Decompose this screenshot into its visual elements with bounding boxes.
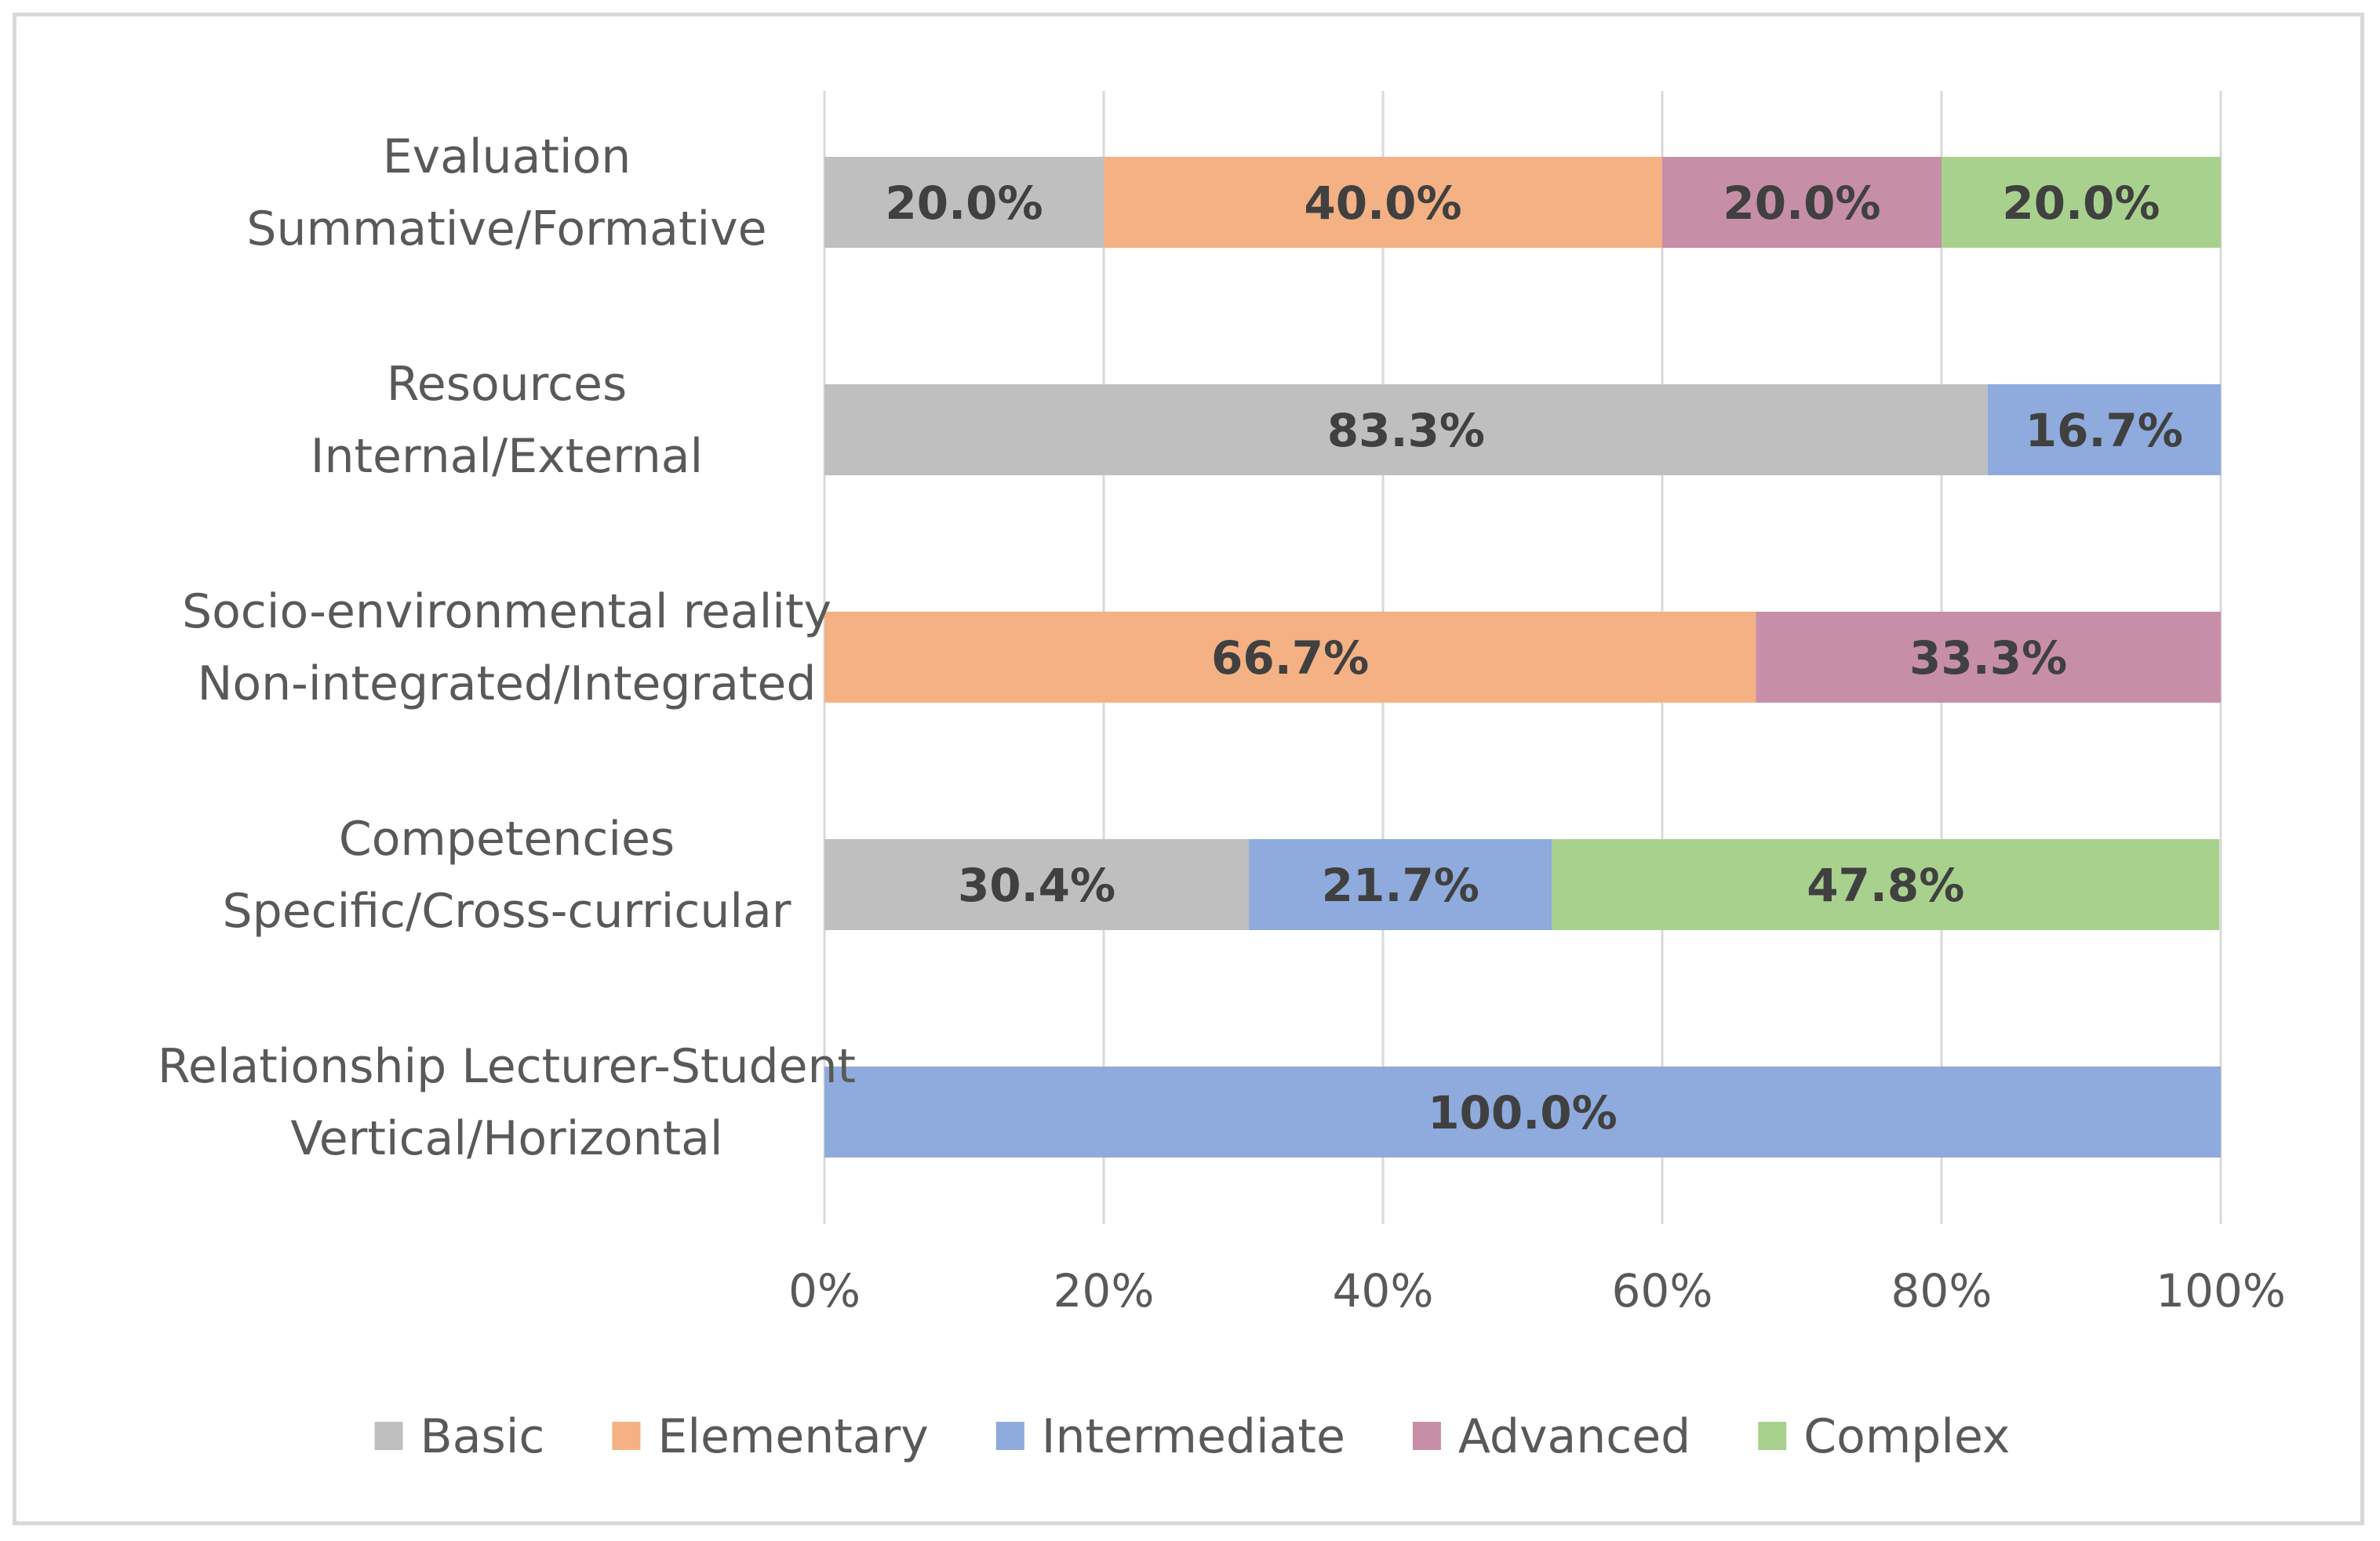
data-label: 20.0% xyxy=(1723,176,1880,230)
x-tick-label: 80% xyxy=(1891,1264,1992,1317)
legend-label: Basic xyxy=(420,1409,545,1464)
bar-segment-intermediate xyxy=(1987,384,2221,475)
legend-label: Intermediate xyxy=(1042,1409,1345,1464)
category-label: Non-integrated/Integrated xyxy=(198,656,817,711)
legend-swatch-elementary xyxy=(612,1422,641,1450)
x-tick-label: 60% xyxy=(1612,1264,1713,1317)
data-label: 20.0% xyxy=(2002,176,2160,230)
data-labels: 20.0% 40.0% 20.0% 20.0% 83.3% 16.7% 66.7% 33.3%… xyxy=(885,176,2183,1139)
legend-swatch-intermediate xyxy=(995,1422,1024,1450)
bar-segments xyxy=(824,157,2221,1158)
bar-segment-basic xyxy=(824,157,1104,248)
bar-segment-complex xyxy=(1552,839,2220,930)
data-label: 33.3% xyxy=(1909,631,2067,685)
bar-segment-basic xyxy=(824,839,1250,930)
data-label: 16.7% xyxy=(2025,404,2183,457)
data-label: 21.7% xyxy=(1322,859,1479,912)
x-tick-label: 40% xyxy=(1333,1264,1434,1317)
category-label: Vertical/Horizontal xyxy=(290,1111,722,1166)
data-label: 40.0% xyxy=(1304,176,1461,230)
bar-segment-intermediate xyxy=(824,1067,2221,1158)
data-label: 100.0% xyxy=(1428,1086,1618,1139)
category-label: Internal/External xyxy=(311,429,703,484)
x-tick-label: 20% xyxy=(1054,1264,1155,1317)
data-label: 20.0% xyxy=(885,176,1043,230)
category-label: Competencies xyxy=(339,812,675,867)
bar-segment-advanced xyxy=(1756,612,2221,703)
bar-segment-complex xyxy=(1941,157,2221,248)
bar-segment-elementary xyxy=(1104,157,1662,248)
legend-swatch-basic xyxy=(374,1422,403,1450)
legend-label: Complex xyxy=(1803,1409,2010,1464)
legend-swatch-complex xyxy=(1758,1422,1787,1450)
bar-segment-advanced xyxy=(1662,157,1941,248)
category-label: Relationship Lecturer-Student xyxy=(158,1039,856,1094)
category-label: Socio-environmental reality xyxy=(182,584,832,639)
legend-swatch-advanced xyxy=(1412,1422,1441,1450)
chart-frame: 20.0% 40.0% 20.0% 20.0% 83.3% 16.7% 66.7% 33.3%… xyxy=(13,13,2364,1525)
legend-label: Advanced xyxy=(1458,1409,1690,1464)
category-label: Resources xyxy=(387,357,627,412)
data-label: 83.3% xyxy=(1327,404,1485,457)
data-label: 30.4% xyxy=(958,859,1115,912)
category-labels: Evaluation Summative/Formative Resources In… xyxy=(158,129,856,1166)
category-label: Specific/Cross-curricular xyxy=(223,884,792,939)
x-tick-label: 100% xyxy=(2156,1264,2286,1317)
bar-segment-basic xyxy=(824,384,1988,475)
data-label: 47.8% xyxy=(1807,859,1964,912)
x-tick-label: 0% xyxy=(788,1264,861,1317)
legend: Basic Elementary Intermediate Advanced Compl… xyxy=(374,1409,2010,1464)
x-axis-tick-labels: 0% 20% 40% 60% 80% 100% xyxy=(788,1264,2286,1317)
category-label: Evaluation xyxy=(383,129,631,184)
stacked-bar-chart: 20.0% 40.0% 20.0% 20.0% 83.3% 16.7% 66.7% 33.3%… xyxy=(158,91,2286,1464)
legend-label: Elementary xyxy=(657,1409,928,1464)
bar-segment-intermediate xyxy=(1249,839,1552,930)
category-label: Summative/Formative xyxy=(246,202,766,256)
data-label: 66.7% xyxy=(1211,631,1369,685)
bar-segment-elementary xyxy=(824,612,1756,703)
